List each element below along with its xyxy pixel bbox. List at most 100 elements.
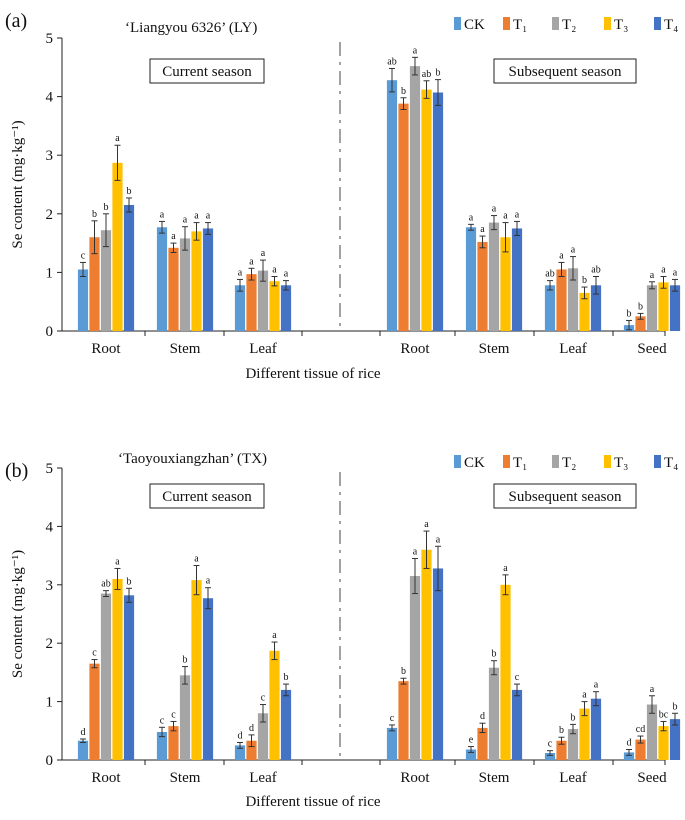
significance-letter: b — [571, 712, 576, 723]
bar-t1-root — [398, 681, 409, 760]
significance-letter: b — [183, 655, 188, 666]
legend-label-t1: T₁ — [513, 17, 527, 33]
x-axis-label: Different tissue of rice — [245, 366, 380, 382]
chart-title: ‘Liangyou 6326’ (LY) — [125, 20, 257, 36]
legend-label-t2: T₂ — [562, 17, 576, 33]
current-season-box — [149, 58, 265, 84]
legend-label-t2: T₂ — [562, 455, 576, 471]
bar-ck-root — [386, 80, 398, 331]
significance-letter: a — [272, 630, 277, 641]
significance-letter: ab — [591, 265, 600, 276]
bar-t4-seed — [669, 719, 681, 760]
significance-letter: c — [515, 672, 520, 683]
significance-letter: c — [160, 715, 165, 726]
bar-t4-leaf — [280, 285, 292, 331]
y-tick-label: 4 — [46, 519, 54, 535]
significance-letter: d — [480, 711, 485, 722]
bar-t4-stem — [202, 598, 214, 760]
bar-t1-leaf — [556, 740, 567, 760]
bar-t2-leaf — [257, 713, 269, 760]
significance-letter: b — [92, 209, 97, 220]
significance-letter: b — [127, 576, 132, 587]
bar-t2-stem — [488, 222, 500, 331]
x-tick-label-leaf: Leaf — [249, 341, 276, 357]
y-tick-label: 4 — [46, 90, 54, 106]
significance-letter: b — [401, 666, 406, 677]
bar-t2-seed — [646, 285, 658, 331]
bar-t1-root — [398, 103, 409, 331]
bar-t2-stem — [179, 238, 191, 331]
bar-t4-root — [123, 205, 135, 331]
significance-letter: a — [160, 209, 165, 220]
x-tick-label-root: Root — [91, 341, 121, 357]
significance-letter: c — [261, 693, 266, 704]
legend-swatch-ck — [454, 455, 461, 468]
bar-t1-leaf — [246, 740, 257, 760]
bar-t1-stem — [168, 247, 179, 331]
bar-t3-root — [112, 578, 123, 760]
significance-letter: b — [284, 672, 289, 683]
significance-letter: a — [436, 534, 441, 545]
subsequent-season-box — [493, 483, 637, 509]
bar-t3-root — [421, 89, 432, 332]
significance-letter: bc — [659, 709, 669, 720]
legend-swatch-t3 — [604, 17, 611, 30]
bar-t2-root — [409, 576, 421, 760]
significance-letter: d — [238, 730, 243, 741]
significance-letter: a — [503, 211, 508, 222]
bar-t4-stem — [511, 228, 523, 331]
subsequent-season-box — [493, 58, 637, 84]
significance-letter: a — [194, 211, 199, 222]
bar-t4-root — [123, 595, 135, 760]
significance-letter: b — [673, 701, 678, 712]
significance-letter: a — [571, 245, 576, 256]
panel-label: (b) — [5, 460, 28, 482]
y-tick-label: 5 — [46, 31, 54, 47]
y-tick-label: 0 — [46, 324, 54, 340]
y-tick-label: 2 — [46, 207, 54, 223]
significance-letter: b — [627, 308, 632, 319]
significance-letter: a — [469, 212, 474, 223]
bar-t1-leaf — [246, 274, 257, 331]
significance-letter: c — [81, 250, 86, 261]
significance-letter: b — [401, 86, 406, 97]
bar-t1-root — [89, 663, 100, 760]
bar-ck-stem — [465, 749, 477, 760]
legend-swatch-t1 — [503, 455, 510, 468]
bar-t1-seed — [635, 739, 646, 760]
significance-letter: a — [183, 215, 188, 226]
significance-letter: a — [194, 554, 199, 565]
bar-ck-root — [386, 727, 398, 760]
legend-swatch-t3 — [604, 455, 611, 468]
bar-t1-stem — [477, 241, 488, 331]
x-tick-label-stem: Stem — [479, 341, 510, 357]
significance-letter: b — [436, 68, 441, 79]
significance-letter: a — [171, 231, 176, 242]
bar-ck-leaf — [234, 285, 246, 331]
significance-letter: ab — [422, 69, 431, 80]
bar-t3-leaf — [269, 650, 280, 760]
bar-t4-root — [432, 92, 444, 331]
legend-swatch-t4 — [654, 455, 661, 468]
bar-t4-leaf — [590, 285, 602, 331]
x-axis-label: Different tissue of rice — [245, 794, 380, 810]
subsequent-season-label: Subsequent season — [509, 64, 622, 80]
x-tick-label-root: Root — [400, 341, 430, 357]
bar-t2-leaf — [257, 270, 269, 331]
x-tick-label-seed: Seed — [637, 341, 667, 357]
legend-label-t4: T₄ — [664, 455, 678, 471]
bar-t3-leaf — [579, 708, 590, 760]
significance-letter: ab — [545, 269, 554, 280]
x-tick-label-stem: Stem — [479, 770, 510, 786]
significance-letter: b — [104, 202, 109, 213]
bar-t1-seed — [635, 316, 646, 331]
bar-ck-leaf — [544, 285, 556, 331]
y-tick-label: 0 — [46, 753, 54, 769]
y-tick-label: 2 — [46, 636, 54, 652]
x-tick-label-stem: Stem — [170, 770, 201, 786]
significance-letter: c — [92, 648, 97, 659]
chart-panel-a: (a) ‘Liangyou 6326’ (LY) CK T₁ T₂ T₃ T₄ 0 1 2 3 4 5 S… — [5, 10, 681, 382]
subsequent-season-label: Subsequent season — [509, 489, 622, 505]
bar-t1-stem — [168, 726, 179, 760]
legend-label-ck: CK — [464, 455, 485, 471]
